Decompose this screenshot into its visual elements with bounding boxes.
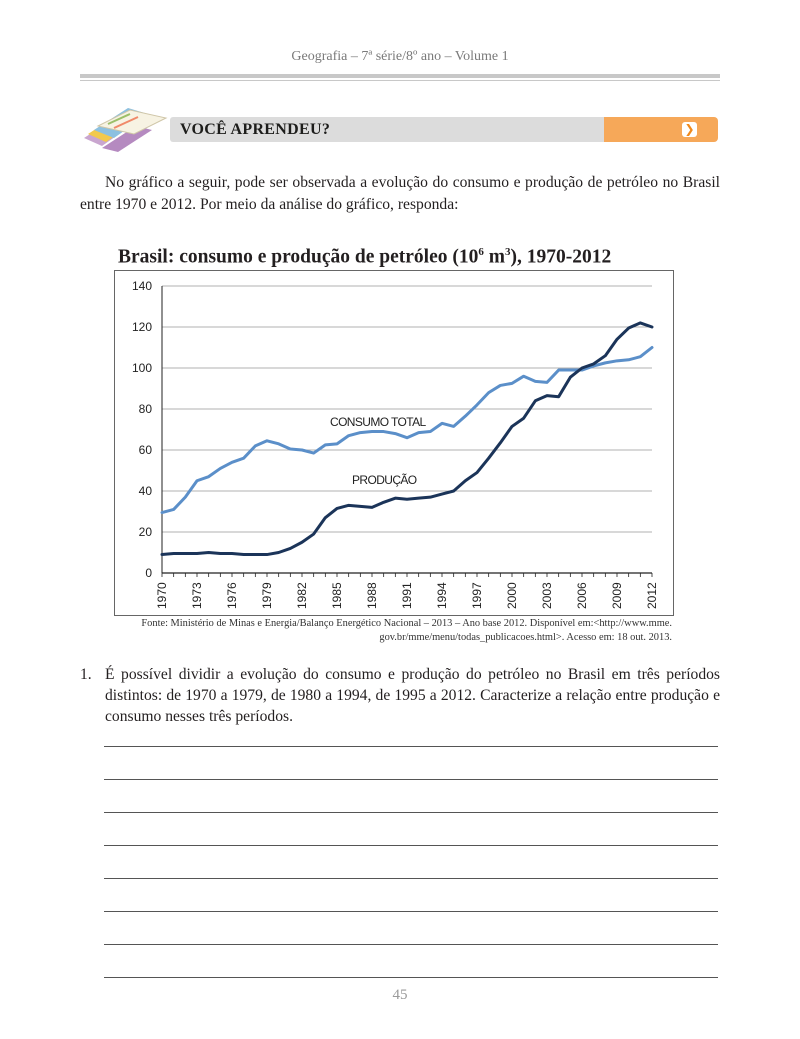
question-text: É possível dividir a evolução do consumo…: [105, 666, 720, 725]
series-label-consumo: CONSUMO TOTAL: [330, 415, 426, 429]
x-tick-label: 1982: [295, 582, 309, 609]
section-banner: VOCÊ APRENDEU? ❯: [78, 108, 718, 152]
chart-frame: [114, 270, 674, 616]
answer-line[interactable]: [104, 845, 718, 846]
x-tick-label: 1997: [470, 582, 484, 609]
y-tick-label: 140: [132, 279, 152, 293]
chart-title: Brasil: consumo e produção de petróleo (…: [118, 246, 611, 269]
y-tick-label: 40: [139, 484, 153, 498]
y-tick-label: 80: [139, 402, 153, 416]
x-tick-label: 1991: [400, 582, 414, 609]
answer-line[interactable]: [104, 746, 718, 747]
x-tick-label: 1979: [260, 582, 274, 609]
series-line: [160, 346, 654, 515]
question-number: 1.: [80, 666, 92, 683]
x-tick-label: 2009: [610, 582, 624, 609]
x-tick-label: 1994: [435, 582, 449, 609]
answer-line[interactable]: [104, 779, 718, 780]
x-tick-label: 2003: [540, 582, 554, 609]
answer-line[interactable]: [104, 977, 718, 978]
header-rule-thin: [80, 80, 720, 81]
answer-line[interactable]: [104, 911, 718, 912]
y-tick-label: 100: [132, 361, 152, 375]
x-tick-label: 1988: [365, 582, 379, 609]
x-tick-label: 1970: [155, 582, 169, 609]
answer-line[interactable]: [104, 944, 718, 945]
books-icon: [84, 108, 168, 152]
chart-title-main: Brasil: consumo e produção de petróleo (…: [118, 246, 479, 268]
chart-title-end: ), 1970-2012: [510, 246, 612, 268]
y-axis-ticks: 0 20 40 60 80 100 120 140: [132, 279, 152, 580]
header-rule: [80, 74, 720, 78]
page-number: 45: [392, 987, 408, 1003]
banner-title: VOCÊ APRENDEU?: [180, 121, 331, 138]
intro-paragraph: No gráfico a seguir, pode ser observada …: [80, 174, 720, 213]
chart-title-mid: m: [483, 246, 505, 268]
x-tick-label: 1985: [330, 582, 344, 609]
x-tick-label: 2012: [645, 582, 659, 609]
banner-accent: [604, 117, 718, 142]
series-label-producao: PRODUÇÃO: [352, 473, 417, 487]
answer-line[interactable]: [104, 878, 718, 879]
x-tick-label: 2000: [505, 582, 519, 609]
y-tick-label: 120: [132, 320, 152, 334]
y-tick-label: 0: [145, 566, 152, 580]
y-tick-label: 60: [139, 443, 153, 457]
x-tick-label: 1976: [225, 582, 239, 609]
chart-source: Fonte: Ministério de Minas e Energia/Bal…: [141, 618, 672, 643]
answer-line[interactable]: [104, 812, 718, 813]
x-tick-label: 2006: [575, 582, 589, 609]
y-tick-label: 20: [139, 525, 153, 539]
x-tick-label: 1973: [190, 582, 204, 609]
chart-title-exp1: 6: [478, 246, 484, 258]
running-head: Geografia – 7ª série/8º ano – Volume 1: [291, 49, 509, 64]
chart-series: [160, 321, 654, 557]
chevron-right-icon: ❯: [682, 122, 697, 137]
chart-title-exp2: 3: [505, 246, 511, 258]
x-axis-ticks: 1970 1973 1976 1979 1982 1985 1988 1991 1994 1997…: [155, 573, 659, 609]
series-line: [160, 321, 654, 557]
